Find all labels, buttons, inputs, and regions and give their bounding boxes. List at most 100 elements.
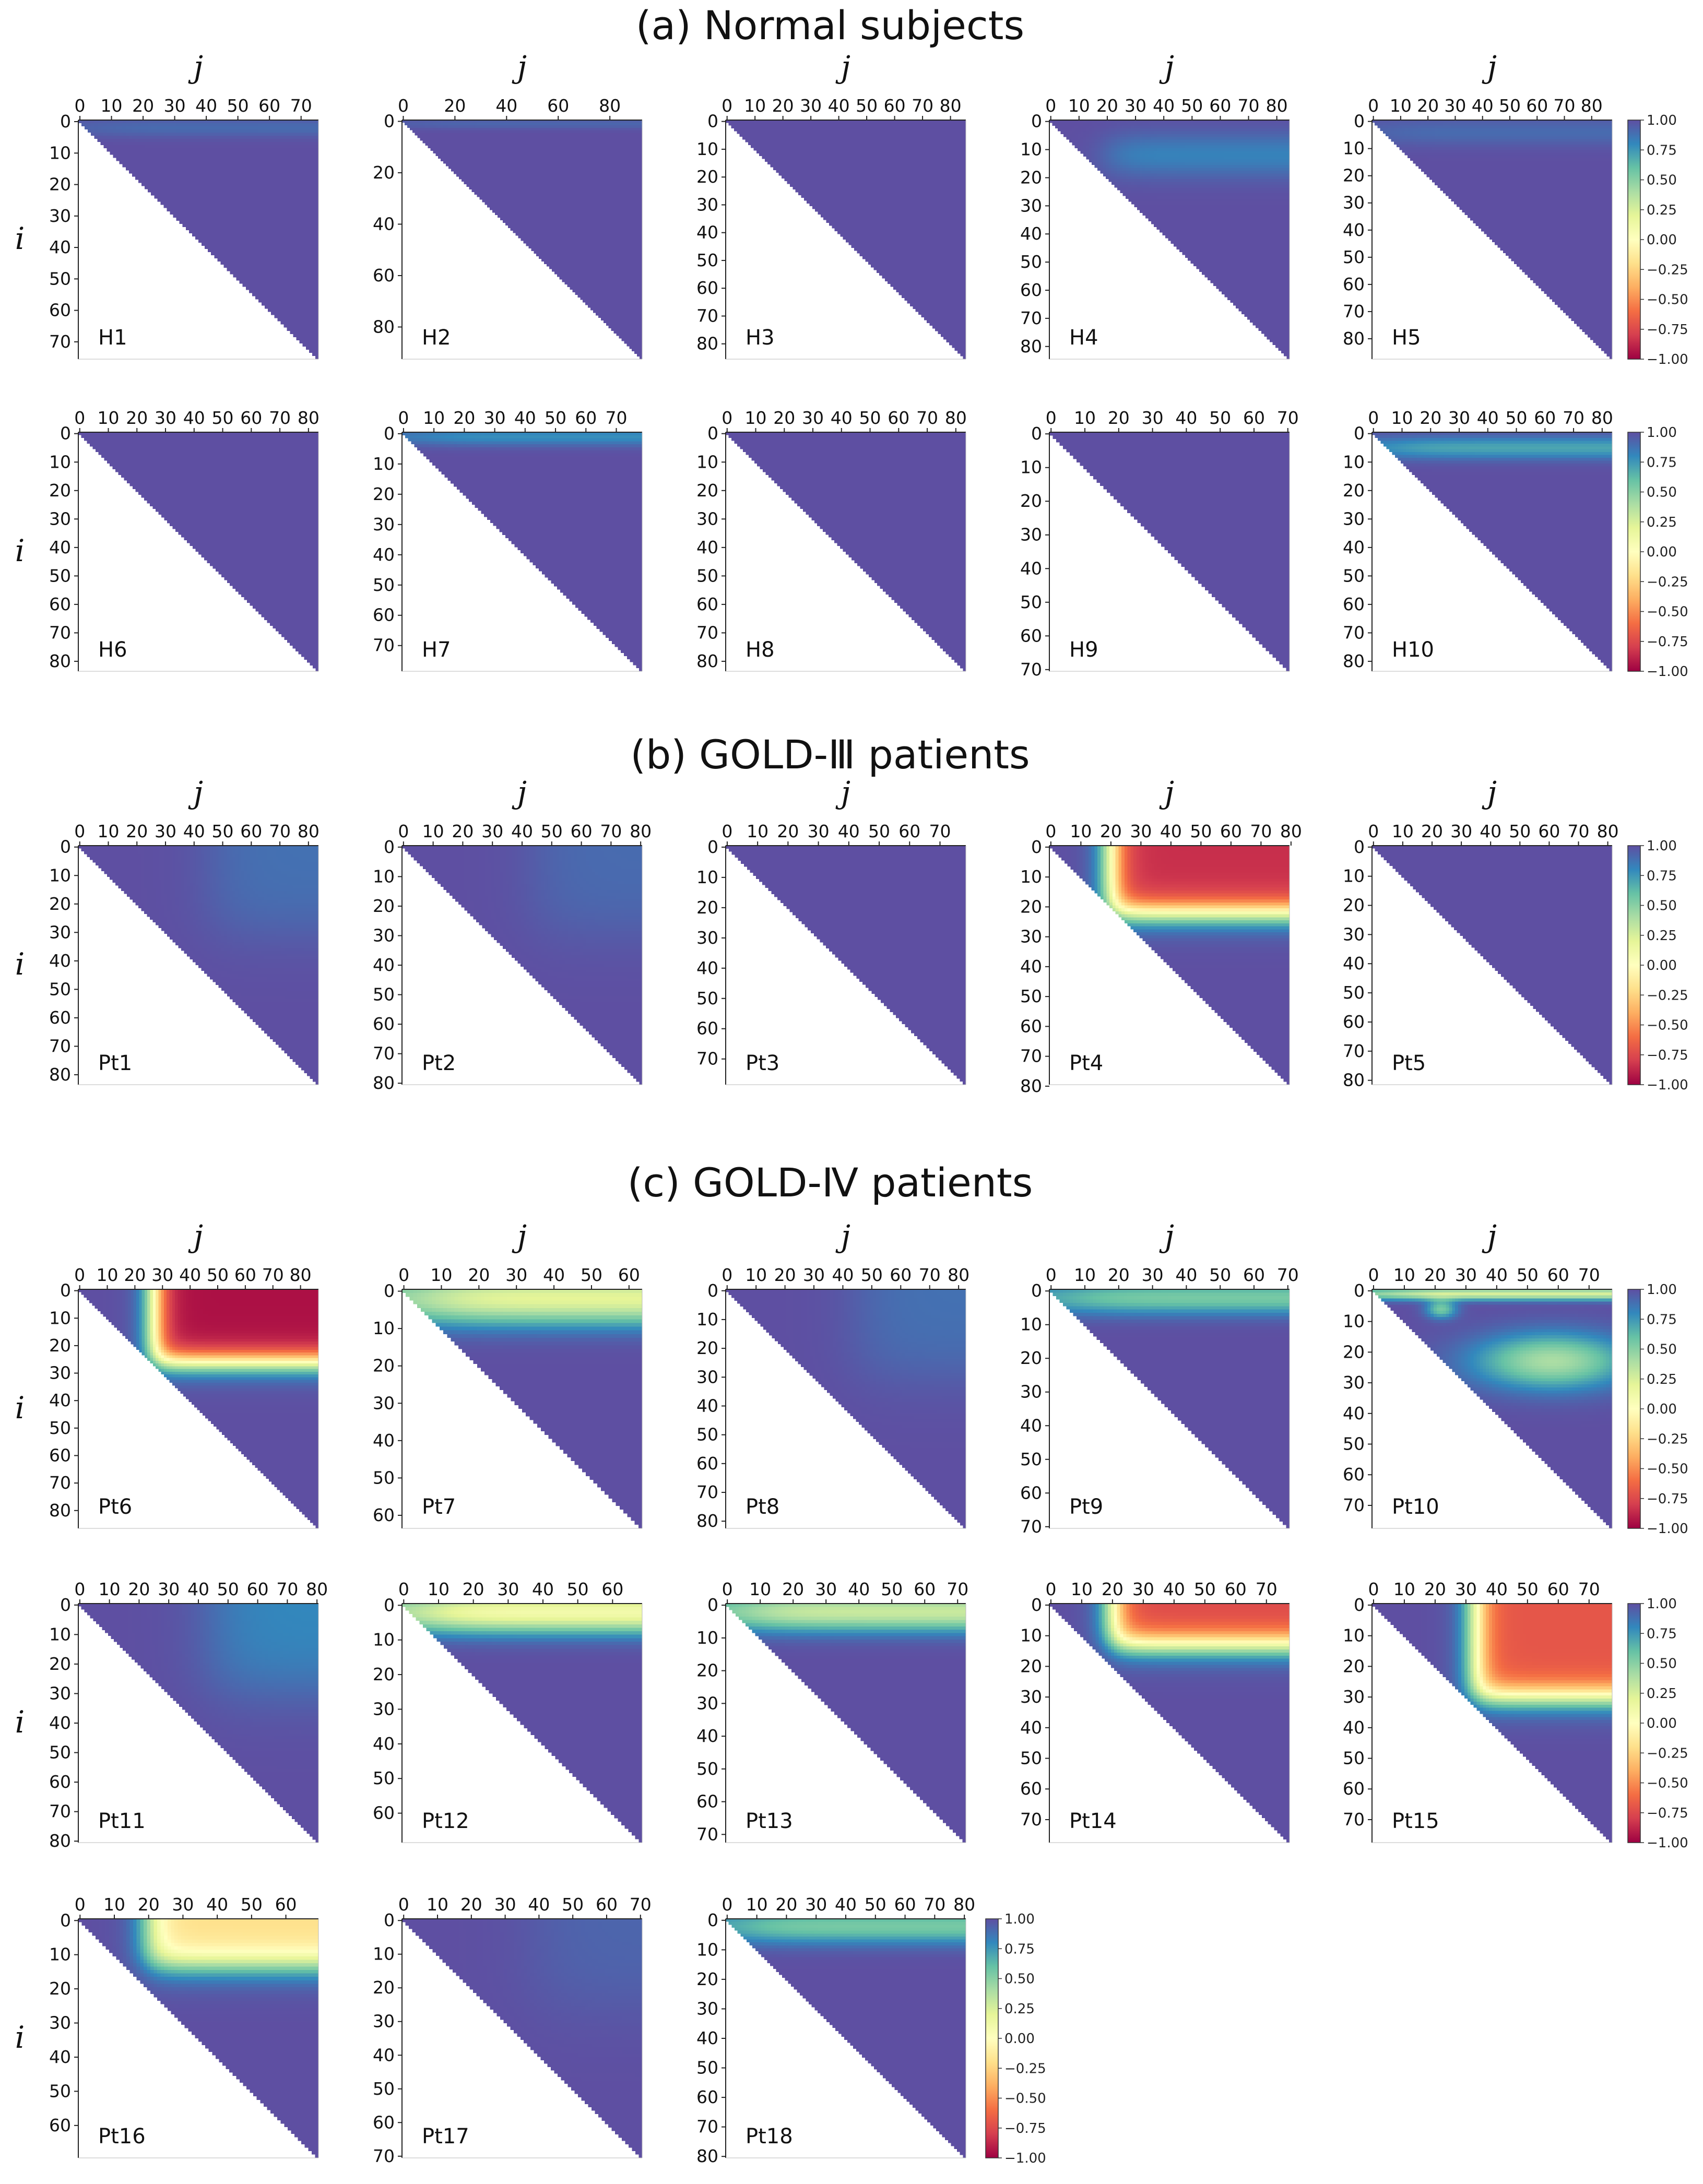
x-tick-label: 70 xyxy=(947,1579,968,1599)
y-tick-label: 30 xyxy=(49,2013,71,2033)
y-tick-label: 60 xyxy=(696,1791,718,1812)
x-tick-label: 80 xyxy=(953,1894,975,1915)
y-tick-label: 10 xyxy=(1343,1311,1365,1332)
panel-label: Pt15 xyxy=(1392,1809,1439,1833)
x-axis-label: j xyxy=(1159,1218,1174,1254)
y-tick-label: 10 xyxy=(1343,452,1365,472)
y-tick-label: 10 xyxy=(373,454,395,474)
heatmap-panel-pt7: 0 10 20 30 40 50 60 0 10 20 30 40 50 60 Pt7 j xyxy=(373,1218,643,1529)
x-tick-label: 40 xyxy=(195,96,217,116)
y-tick-label: 70 xyxy=(1020,1046,1042,1066)
colorbar-tick-label: 1.00 xyxy=(1004,1912,1035,1927)
heatmap-panel-h7: 0 10 20 30 40 50 60 70 0 10 20 30 40 50 60 70 H7 xyxy=(373,408,643,672)
x-tick-label: 70 xyxy=(600,821,622,841)
colorbar-tick-label: −0.25 xyxy=(1647,262,1688,278)
x-tick-label: 40 xyxy=(832,1265,854,1285)
y-tick-label: 10 xyxy=(49,1944,71,1965)
colorbar-tick-label: 0.75 xyxy=(1647,868,1677,884)
x-tick-label: 80 xyxy=(298,821,320,841)
y-tick-label: 20 xyxy=(1343,165,1365,186)
x-tick-label: 20 xyxy=(444,96,466,116)
panel-label: Pt6 xyxy=(98,1495,132,1519)
x-tick-label: 50 xyxy=(562,1894,584,1915)
y-tick-label: 10 xyxy=(696,1939,718,1960)
y-tick-label: 10 xyxy=(1343,1625,1365,1646)
y-tick-label: 60 xyxy=(373,2112,395,2132)
y-tick-label: 0 xyxy=(384,423,395,444)
y-tick-label: 20 xyxy=(373,896,395,916)
x-tick-label: 50 xyxy=(1509,821,1531,841)
y-tick-label: 30 xyxy=(1020,525,1042,545)
x-tick-label: 10 xyxy=(744,96,766,116)
y-tick-label: 70 xyxy=(1343,622,1365,643)
x-tick-label: 20 xyxy=(1424,1579,1446,1599)
y-tick-label: 40 xyxy=(373,1734,395,1754)
y-tick-label: 60 xyxy=(1343,274,1365,294)
x-tick-label: 60 xyxy=(1243,1265,1265,1285)
y-tick-label: 20 xyxy=(373,162,395,183)
heatmap-panel-pt13: 0 10 20 30 40 50 60 70 0 10 20 30 40 50 60 70 Pt13 xyxy=(696,1579,968,1844)
y-tick-label: 20 xyxy=(49,480,71,501)
panel-label: Pt13 xyxy=(746,1809,793,1833)
x-tick-label: 30 xyxy=(497,1579,519,1599)
heatmap-panel-h1: 0 10 20 30 40 50 60 70 0 10 20 30 40 50 60 70 H1 j i xyxy=(15,49,319,360)
y-tick-label: 0 xyxy=(1031,1595,1042,1615)
y-tick-label: 20 xyxy=(373,484,395,504)
y-tick-label: 30 xyxy=(1343,1372,1365,1393)
y-tick-label: 0 xyxy=(60,111,71,132)
heatmap-cells xyxy=(726,120,966,359)
x-tick-label: 60 xyxy=(890,1265,912,1285)
heatmap-panel-h9: 0 10 20 30 40 50 60 70 0 10 20 30 40 50 60 70 H9 xyxy=(1020,408,1299,680)
panel-label: H6 xyxy=(98,638,127,662)
colorbar-tick-label: −0.75 xyxy=(1647,1806,1688,1821)
y-tick-label: 0 xyxy=(1031,1280,1042,1301)
y-tick-label: 40 xyxy=(49,1390,71,1410)
y-tick-label: 40 xyxy=(373,955,395,975)
y-tick-label: 50 xyxy=(49,979,71,999)
y-tick-label: 40 xyxy=(49,1713,71,1733)
x-tick-label: 50 xyxy=(567,1579,589,1599)
x-tick-label: 0 xyxy=(722,1579,733,1599)
y-tick-label: 50 xyxy=(696,988,718,1008)
x-tick-label: 70 xyxy=(1578,1265,1600,1285)
x-tick-label: 40 xyxy=(1175,408,1197,428)
y-axis-label: i xyxy=(15,1390,25,1426)
y-tick-label: 10 xyxy=(1020,1625,1042,1646)
heatmap-cells xyxy=(1372,846,1612,1085)
x-tick-label: 60 xyxy=(894,1894,916,1915)
x-axis-label: j xyxy=(188,775,203,810)
y-tick-label: 20 xyxy=(1020,491,1042,511)
y-tick-label: 60 xyxy=(1020,280,1042,300)
x-tick-label: 40 xyxy=(835,1894,857,1915)
heatmap-cells xyxy=(402,1289,642,1528)
colorbar-tick-label: −1.00 xyxy=(1647,1077,1688,1093)
x-tick-label: 0 xyxy=(1368,408,1379,428)
section-title-normal: (a) Normal subjects xyxy=(636,2,1024,49)
y-tick-label: 80 xyxy=(49,1831,71,1851)
x-tick-label: 30 xyxy=(505,1265,527,1285)
x-tick-label: 60 xyxy=(234,1265,256,1285)
x-tick-label: 20 xyxy=(1108,1265,1130,1285)
colorbar-tick-label: 0.50 xyxy=(1647,173,1677,188)
x-tick-label: 20 xyxy=(460,1894,482,1915)
x-tick-label: 10 xyxy=(746,1894,768,1915)
y-tick-label: 50 xyxy=(49,2081,71,2101)
y-tick-label: 70 xyxy=(1020,659,1042,680)
heatmap-cells xyxy=(402,432,642,671)
x-tick-label: 60 xyxy=(240,821,262,841)
heatmap-panel-pt15: 0 10 20 30 40 50 60 70 0 10 20 30 40 50 60 70 Pt15 xyxy=(1343,1579,1613,1843)
x-tick-label: 0 xyxy=(398,821,409,841)
x-tick-label: 20 xyxy=(1096,96,1118,116)
y-tick-label: 30 xyxy=(1343,924,1365,944)
x-axis-label: j xyxy=(512,775,527,810)
x-tick-label: 0 xyxy=(1046,1265,1057,1285)
y-tick-label: 50 xyxy=(49,565,71,586)
x-tick-label: 0 xyxy=(74,1265,85,1285)
x-tick-label: 20 xyxy=(124,1265,146,1285)
colorbar-tick-label: 0.25 xyxy=(1647,203,1677,218)
y-tick-label: 0 xyxy=(707,1595,718,1615)
y-tick-label: 50 xyxy=(696,565,718,586)
heatmap-cells xyxy=(78,1289,318,1528)
colorbar-tick-label: 0.00 xyxy=(1647,1402,1677,1417)
x-tick-label: 70 xyxy=(262,1265,284,1285)
